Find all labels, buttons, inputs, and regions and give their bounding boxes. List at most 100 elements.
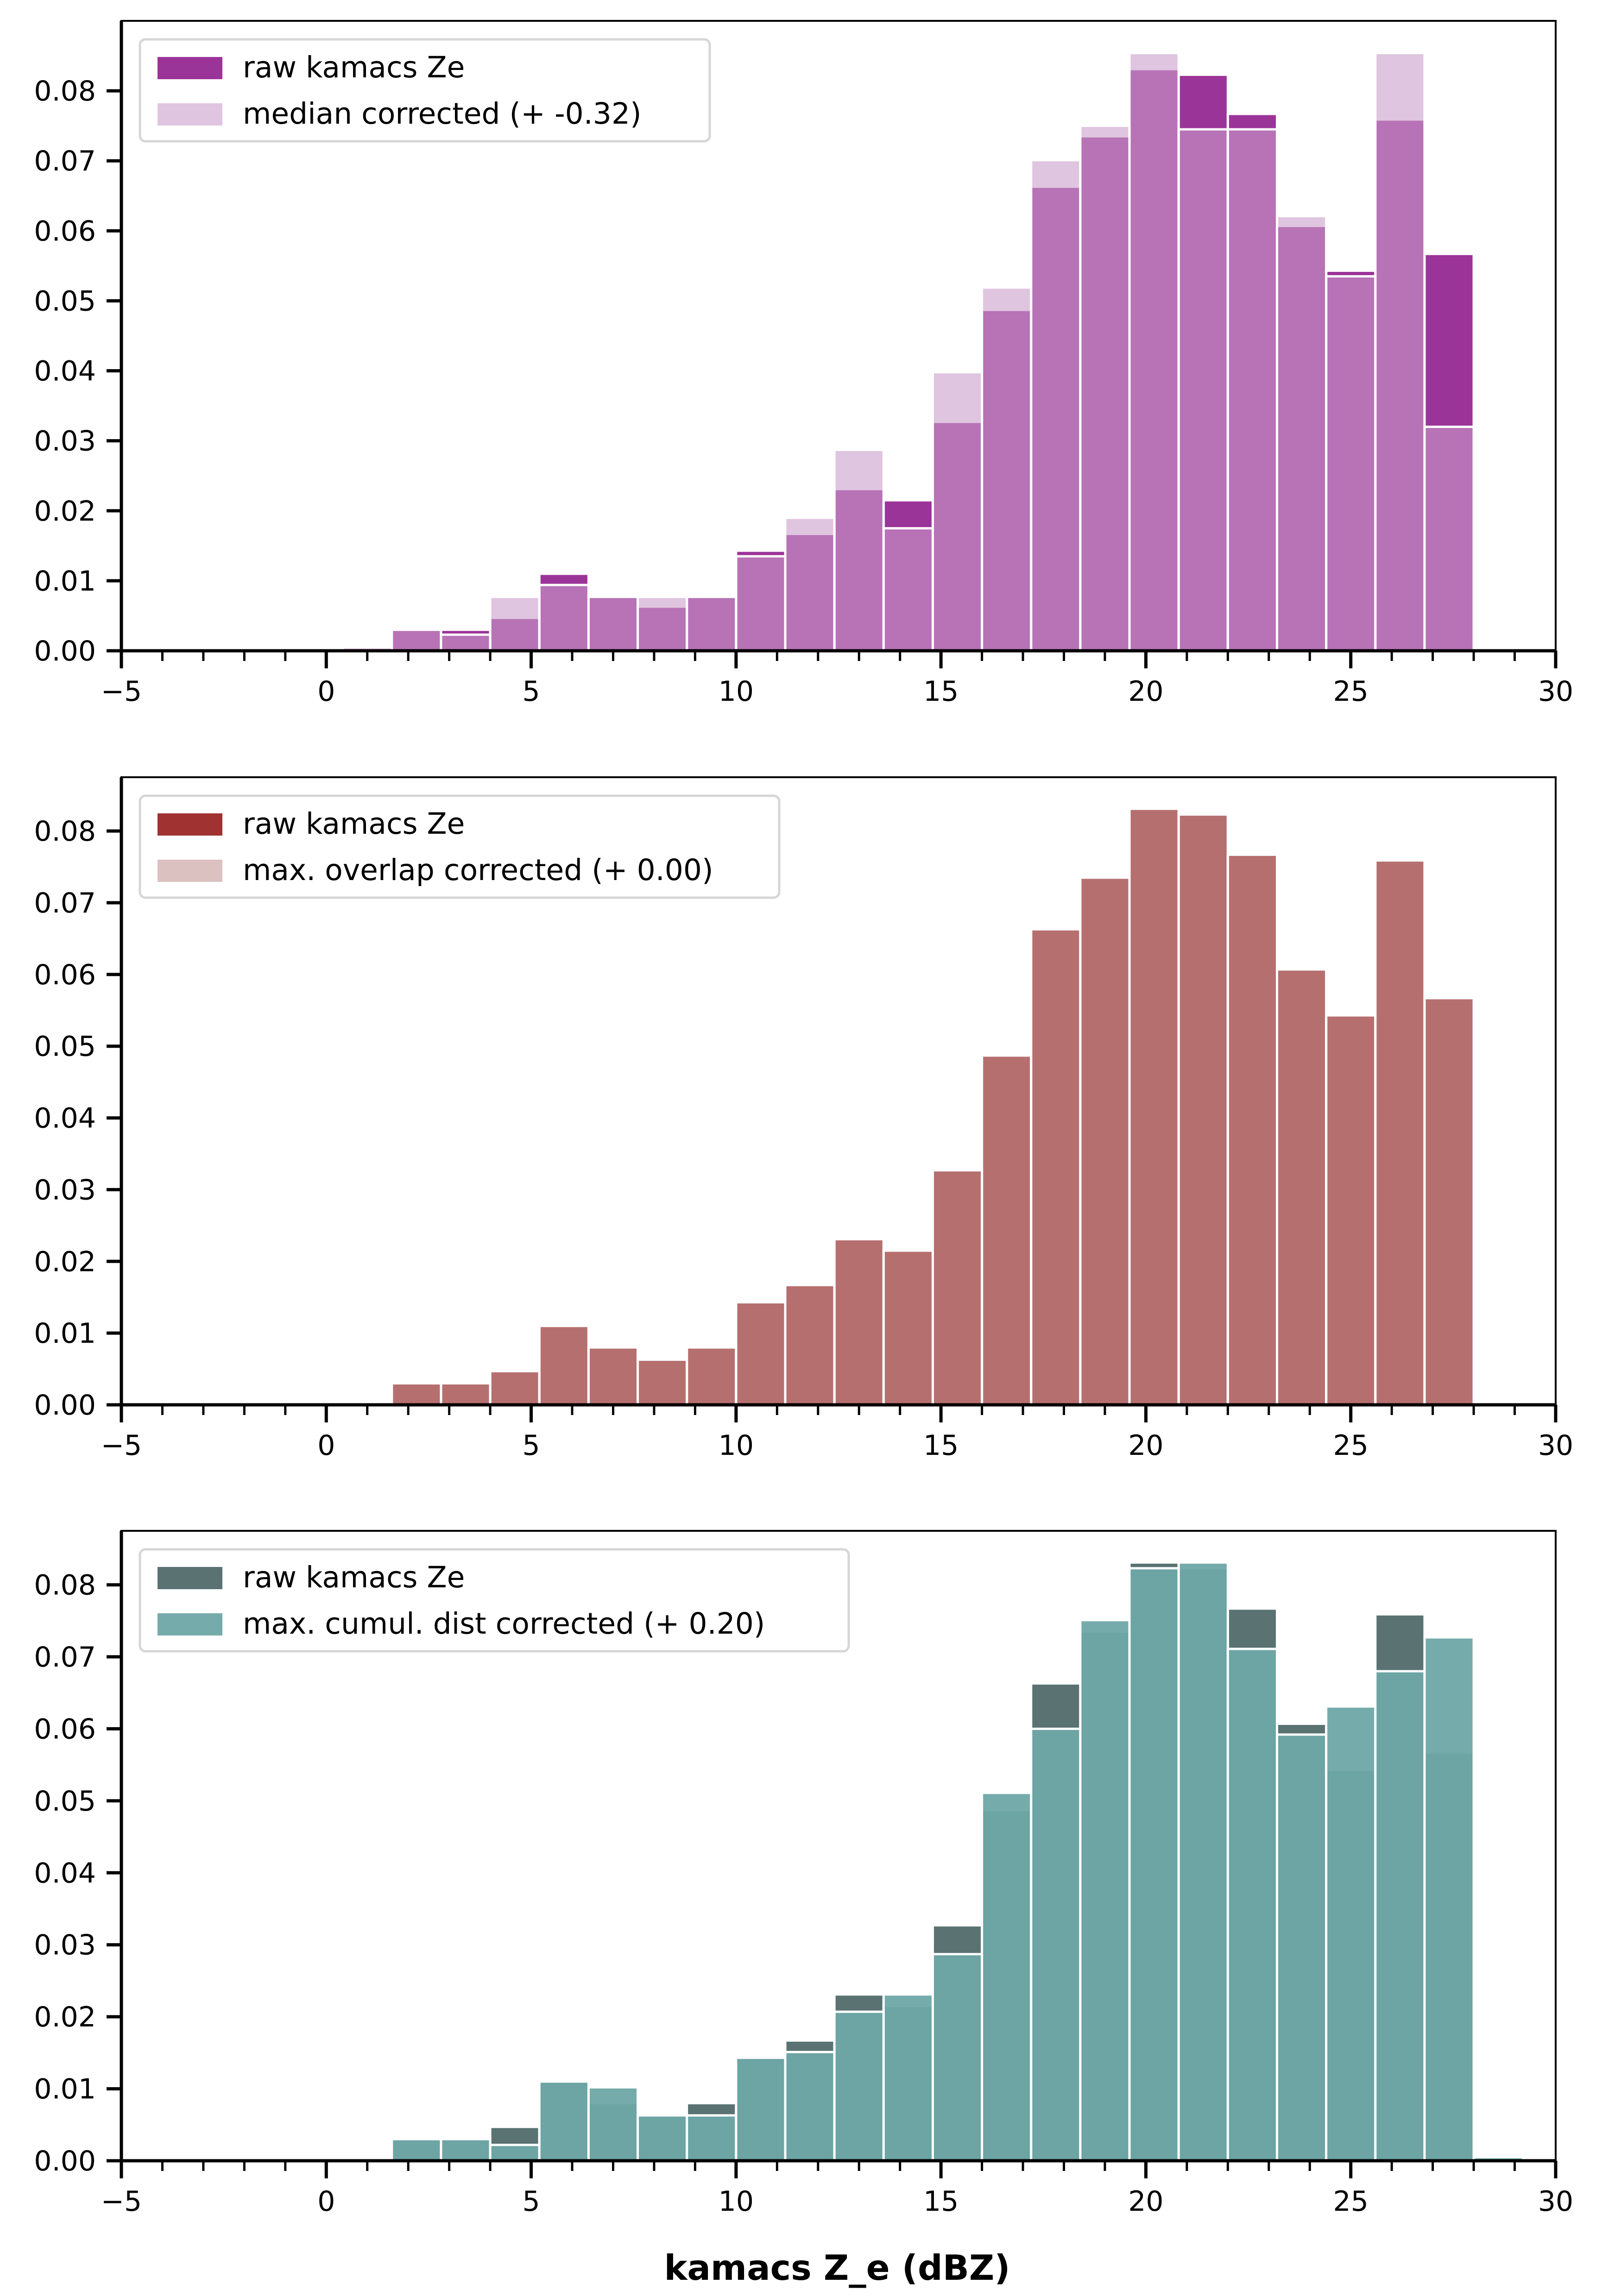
- bar: [1275, 1733, 1328, 2162]
- x-tick-label: 0: [317, 675, 335, 708]
- legend: raw kamacs Ze max. overlap corrected (+ 0…: [139, 794, 781, 899]
- bar: [637, 596, 688, 652]
- y-tick-label: 0.08: [34, 815, 96, 848]
- legend-swatch: [158, 813, 222, 836]
- legend-swatch: [158, 860, 222, 882]
- bar: [735, 555, 787, 652]
- bar: [1177, 813, 1229, 1406]
- bar: [391, 1382, 442, 1406]
- bar: [440, 2138, 492, 2162]
- bar: [784, 516, 836, 652]
- bar: [735, 2057, 787, 2162]
- x-axis-label: kamacs Z_e (dBZ): [664, 2247, 1010, 2288]
- bar: [833, 1238, 885, 1406]
- legend: raw kamacs Ze median corrected (+ -0.32): [139, 38, 711, 143]
- bar: [686, 1346, 738, 1406]
- y-tick-label: 0.05: [34, 1031, 96, 1063]
- bar: [1275, 968, 1328, 1406]
- legend-label: max. overlap corrected (+ 0.00): [243, 853, 713, 887]
- x-tick-label: 15: [923, 2185, 959, 2218]
- x-tick-label: 0: [317, 1429, 335, 1462]
- x-tick-label: 30: [1538, 1429, 1573, 1462]
- bar: [1079, 125, 1131, 652]
- x-tick-label: −5: [101, 675, 142, 708]
- x-tick-label: 5: [522, 1429, 540, 1462]
- bar: [833, 2010, 885, 2162]
- y-tick-label: 0.06: [34, 1713, 96, 1745]
- y-tick-label: 0.03: [34, 1174, 96, 1206]
- x-tick-label: 20: [1128, 2185, 1163, 2218]
- bar: [1423, 997, 1475, 1406]
- bar: [931, 1953, 984, 2162]
- legend-swatch: [158, 1567, 222, 1589]
- bar: [686, 2114, 738, 2162]
- legend-label: raw kamacs Ze: [243, 50, 465, 84]
- x-tick-label: 25: [1333, 675, 1369, 708]
- x-tick-label: 25: [1333, 1429, 1369, 1462]
- bar: [489, 596, 541, 652]
- bar: [1030, 159, 1082, 652]
- legend-box: [139, 38, 711, 143]
- y-tick-label: 0.01: [34, 2073, 96, 2106]
- bar: [1177, 1561, 1229, 2162]
- bar: [1079, 1619, 1131, 2162]
- bar: [1226, 128, 1278, 652]
- y-tick-label: 0.01: [34, 565, 96, 598]
- bar: [637, 1358, 688, 1406]
- y-tick-label: 0.06: [34, 215, 96, 247]
- y-tick-label: 0.07: [34, 887, 96, 919]
- x-tick-label: 10: [719, 2185, 754, 2218]
- bar: [391, 2138, 442, 2162]
- bar: [440, 1382, 492, 1406]
- x-tick-label: 10: [719, 1429, 754, 1462]
- x-tick-label: 30: [1538, 2185, 1573, 2218]
- bar: [1423, 425, 1475, 652]
- legend-swatch: [158, 57, 222, 79]
- bar: [637, 2114, 688, 2162]
- x-tick-label: 15: [923, 675, 959, 708]
- bar: [1325, 1014, 1377, 1406]
- bar: [1030, 1727, 1082, 2162]
- legend-label: raw kamacs Ze: [243, 1560, 465, 1594]
- x-tick-label: 15: [923, 1429, 959, 1462]
- x-tick-label: 30: [1538, 675, 1573, 708]
- bar: [1030, 928, 1082, 1406]
- histogram-panel-max-overlap: −5 0 5 10 15 20 25 30 0.00 0.01 0.02 0.03 0.04 0.05 0.…: [34, 776, 1573, 1462]
- bar: [538, 2080, 590, 2162]
- bar: [489, 1370, 541, 1406]
- bar: [587, 596, 639, 652]
- x-tick-label: 20: [1128, 675, 1163, 708]
- y-tick-label: 0.06: [34, 959, 96, 991]
- y-tick-label: 0.07: [34, 145, 96, 177]
- bar: [686, 596, 738, 652]
- bar: [784, 2051, 836, 2162]
- bar: [1128, 807, 1180, 1406]
- bar: [1226, 853, 1278, 1406]
- bar: [981, 1792, 1033, 2162]
- histogram-panel-median: −5 0 5 10 15 20 25 30 0.00 0.01 0.02 0.03 0.04 0.05 0.…: [34, 20, 1573, 708]
- bar: [833, 448, 885, 652]
- bar: [882, 527, 934, 652]
- y-tick-label: 0.01: [34, 1317, 96, 1350]
- y-tick-label: 0.05: [34, 285, 96, 317]
- bar: [882, 1249, 934, 1406]
- bar: [784, 1283, 836, 1406]
- bar: [1374, 859, 1426, 1406]
- bar: [1226, 1648, 1278, 2162]
- x-tick-label: 10: [719, 675, 754, 708]
- y-tick-label: 0.08: [34, 75, 96, 107]
- y-tick-label: 0.03: [34, 425, 96, 458]
- bar: [1177, 128, 1229, 652]
- y-tick-label: 0.04: [34, 355, 96, 388]
- legend-label: max. cumul. dist corrected (+ 0.20): [243, 1607, 765, 1641]
- y-tick-label: 0.02: [34, 2001, 96, 2033]
- bar: [1325, 1705, 1377, 2162]
- x-tick-label: 5: [522, 675, 540, 708]
- x-tick-label: −5: [101, 1429, 142, 1462]
- y-tick-label: 0.00: [34, 1389, 96, 1422]
- y-tick-label: 0.04: [34, 1102, 96, 1135]
- legend-box: [139, 1548, 850, 1653]
- bar: [440, 633, 492, 652]
- y-tick-label: 0.05: [34, 1785, 96, 1818]
